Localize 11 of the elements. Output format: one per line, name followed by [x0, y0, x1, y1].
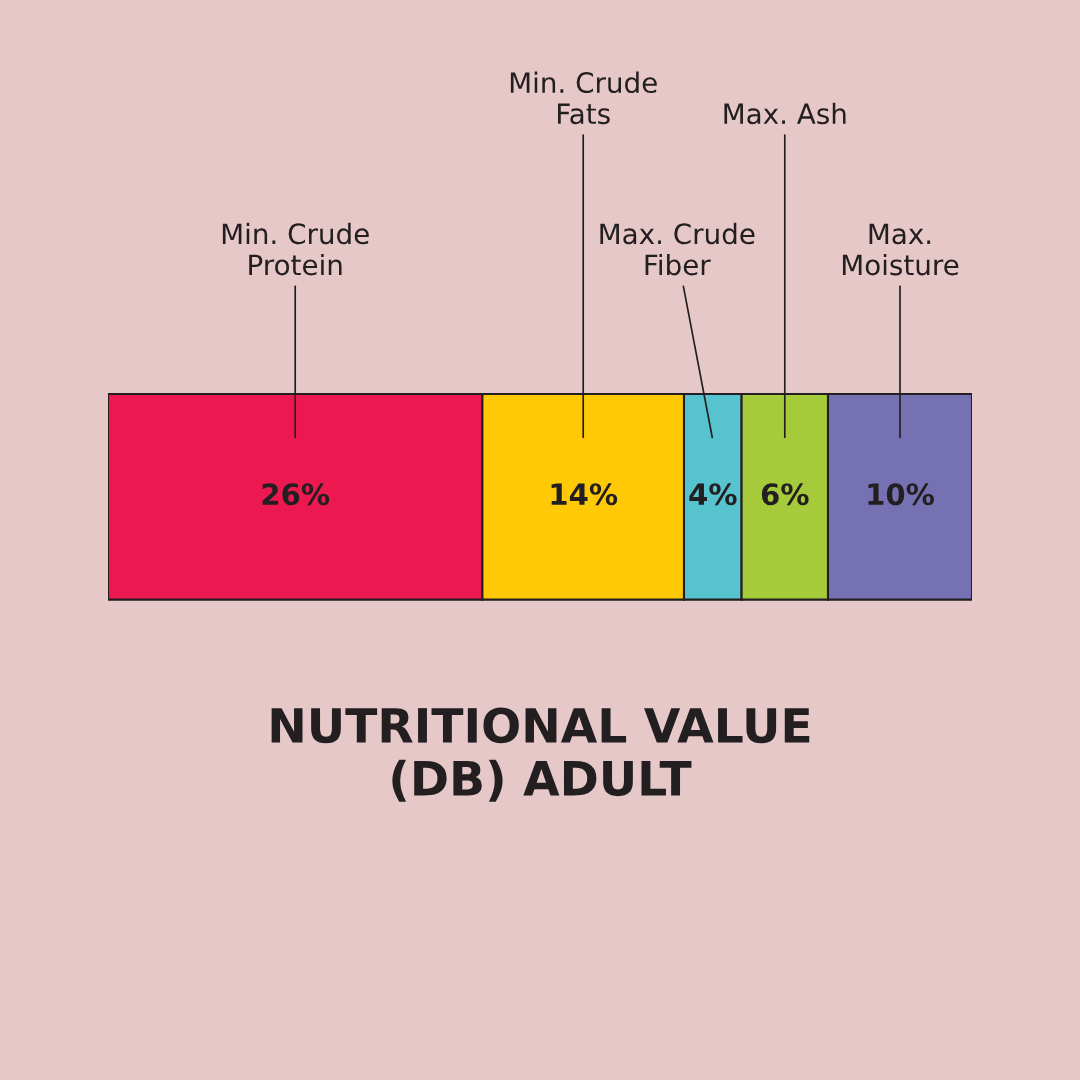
data-label: 4%: [689, 483, 737, 506]
data-label: 6%: [761, 483, 809, 506]
data-label: 26%: [262, 483, 330, 506]
text: NUTRITIONAL VALUE (DB) ADULT: [271, 707, 810, 802]
data-label: 14%: [551, 483, 618, 506]
text: Max. Crude Fiber: [600, 222, 755, 276]
data-label: 10%: [868, 483, 934, 506]
text: Min. Crude Protein: [222, 222, 369, 276]
text: Max. Moisture: [842, 223, 959, 276]
text: Min. Crude Fats: [510, 71, 657, 125]
text: Max. Ash: [724, 102, 846, 125]
